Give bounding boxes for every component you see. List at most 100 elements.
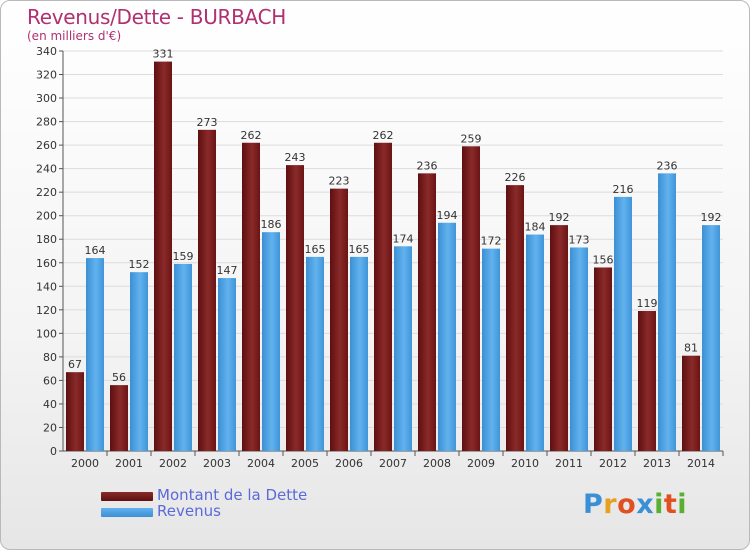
bar-revenus bbox=[614, 196, 632, 451]
bar-revenus bbox=[438, 222, 456, 451]
x-tick-label: 2005 bbox=[291, 457, 319, 470]
data-label: 216 bbox=[613, 183, 634, 196]
y-tick-label: 60 bbox=[43, 374, 57, 387]
bar-revenus bbox=[350, 256, 368, 451]
y-tick-label: 100 bbox=[36, 327, 57, 340]
x-tick-label: 2013 bbox=[643, 457, 671, 470]
x-tick-label: 2001 bbox=[115, 457, 143, 470]
data-label: 192 bbox=[549, 211, 570, 224]
y-tick-label: 260 bbox=[36, 139, 57, 152]
data-label: 119 bbox=[637, 297, 658, 310]
y-tick-label: 140 bbox=[36, 280, 57, 293]
data-label: 184 bbox=[525, 221, 546, 234]
bar-revenus bbox=[482, 248, 500, 451]
y-tick-label: 120 bbox=[36, 304, 57, 317]
bar-dette bbox=[110, 385, 128, 451]
y-tick-label: 40 bbox=[43, 398, 57, 411]
bar-dette bbox=[506, 185, 524, 451]
legend-swatch-debt bbox=[101, 492, 153, 501]
data-label: 273 bbox=[197, 116, 218, 129]
data-label: 236 bbox=[657, 159, 678, 172]
bar-revenus bbox=[658, 173, 676, 451]
chart-title: Revenus/Dette - BURBACH bbox=[27, 5, 286, 29]
data-label: 165 bbox=[349, 243, 370, 256]
data-label: 186 bbox=[261, 218, 282, 231]
data-label: 174 bbox=[393, 232, 414, 245]
data-label: 173 bbox=[569, 233, 590, 246]
x-tick-label: 2009 bbox=[467, 457, 495, 470]
logo-letter: i bbox=[677, 489, 688, 520]
data-label: 56 bbox=[112, 371, 126, 384]
x-tick-label: 2014 bbox=[687, 457, 715, 470]
data-label: 156 bbox=[593, 253, 614, 266]
data-label: 331 bbox=[153, 48, 174, 61]
logo-letter: P bbox=[583, 489, 604, 520]
data-label: 236 bbox=[417, 159, 438, 172]
y-tick-label: 180 bbox=[36, 233, 57, 246]
data-label: 262 bbox=[373, 129, 394, 142]
data-label: 67 bbox=[68, 358, 82, 371]
legend-label-debt: Montant de la Dette bbox=[157, 486, 308, 504]
bar-dette bbox=[682, 355, 700, 451]
x-tick-label: 2002 bbox=[159, 457, 187, 470]
bar-revenus bbox=[130, 272, 148, 451]
x-tick-label: 2010 bbox=[511, 457, 539, 470]
data-label: 192 bbox=[701, 211, 722, 224]
bar-revenus bbox=[702, 225, 720, 451]
bar-dette bbox=[286, 165, 304, 451]
bar-dette bbox=[242, 142, 260, 451]
x-tick-label: 2012 bbox=[599, 457, 627, 470]
x-tick-label: 2006 bbox=[335, 457, 363, 470]
bar-revenus bbox=[218, 278, 236, 451]
x-tick-label: 2000 bbox=[71, 457, 99, 470]
y-tick-label: 280 bbox=[36, 116, 57, 129]
x-tick-label: 2004 bbox=[247, 457, 275, 470]
chart-subtitle: (en milliers d'€) bbox=[27, 29, 122, 43]
bar-revenus bbox=[86, 258, 104, 451]
bar-dette bbox=[594, 267, 612, 451]
bar-dette bbox=[66, 372, 84, 451]
bar-dette bbox=[462, 146, 480, 451]
data-label: 194 bbox=[437, 209, 458, 222]
legend-swatch-revenus bbox=[101, 508, 153, 517]
data-label: 259 bbox=[461, 132, 482, 145]
bar-revenus bbox=[394, 246, 412, 451]
logo-letter: x bbox=[636, 489, 655, 520]
bar-dette bbox=[638, 311, 656, 451]
data-label: 81 bbox=[684, 342, 698, 355]
data-label: 243 bbox=[285, 151, 306, 164]
legend-label-revenus: Revenus bbox=[157, 502, 221, 520]
data-label: 159 bbox=[173, 250, 194, 263]
x-tick-label: 2007 bbox=[379, 457, 407, 470]
data-label: 165 bbox=[305, 243, 326, 256]
data-label: 147 bbox=[217, 264, 238, 277]
logo-letter: i bbox=[654, 489, 664, 520]
bar-revenus bbox=[174, 263, 192, 451]
data-label: 226 bbox=[505, 171, 526, 184]
y-tick-label: 200 bbox=[36, 210, 57, 223]
bar-dette bbox=[418, 173, 436, 451]
y-tick-label: 320 bbox=[36, 69, 57, 82]
proxiti-logo: Proxiti bbox=[583, 489, 687, 520]
bar-dette bbox=[198, 129, 216, 451]
bar-dette bbox=[330, 188, 348, 451]
x-tick-label: 2008 bbox=[423, 457, 451, 470]
logo-letter: t bbox=[663, 489, 678, 520]
logo-letter: o bbox=[617, 489, 637, 520]
y-tick-label: 220 bbox=[36, 186, 57, 199]
bar-dette bbox=[374, 142, 392, 451]
bar-dette bbox=[154, 61, 172, 452]
y-tick-label: 80 bbox=[43, 351, 57, 364]
y-tick-label: 240 bbox=[36, 163, 57, 176]
y-tick-label: 300 bbox=[36, 92, 57, 105]
data-label: 164 bbox=[85, 244, 106, 257]
bar-revenus bbox=[570, 247, 588, 451]
y-tick-label: 20 bbox=[43, 421, 57, 434]
y-tick-label: 0 bbox=[50, 445, 57, 458]
bar-revenus bbox=[262, 232, 280, 451]
x-tick-label: 2003 bbox=[203, 457, 231, 470]
data-label: 152 bbox=[129, 258, 150, 271]
y-tick-label: 160 bbox=[36, 257, 57, 270]
